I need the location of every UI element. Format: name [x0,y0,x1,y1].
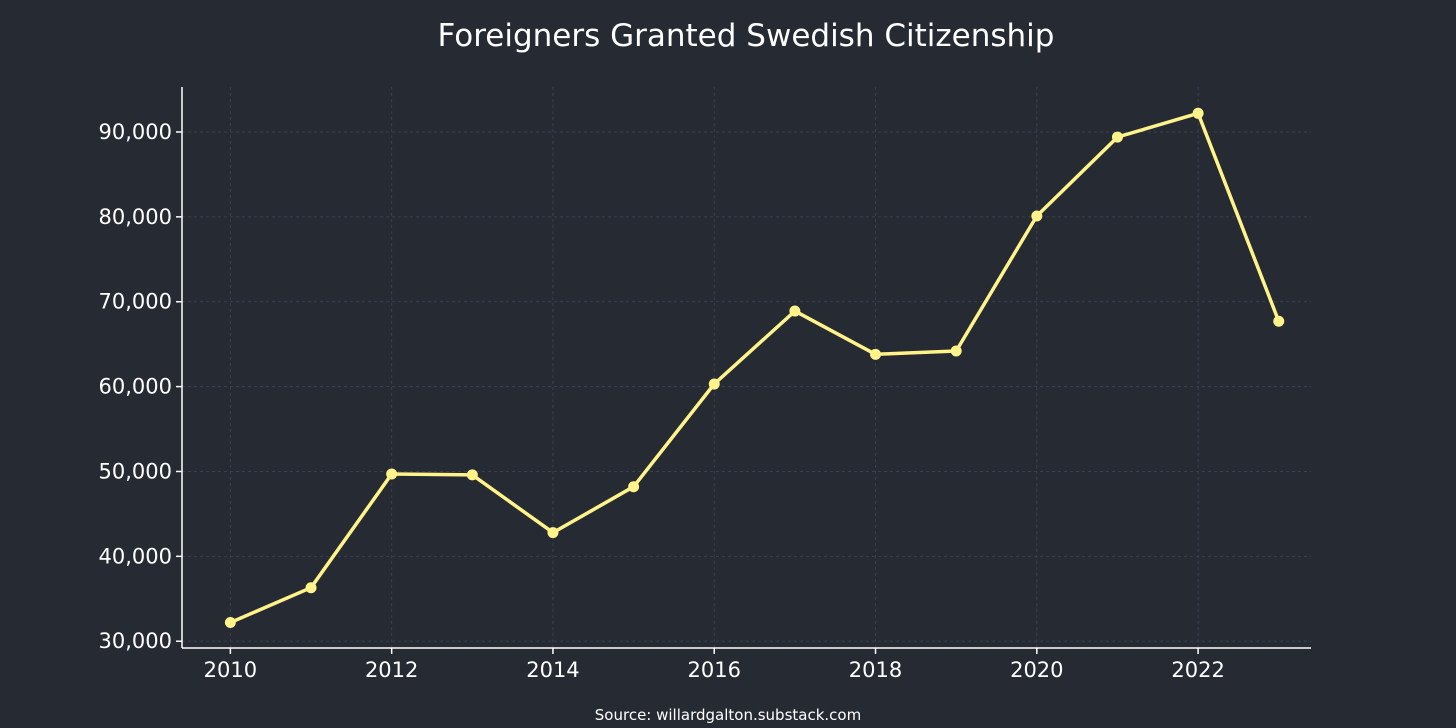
x-tick-label: 2022 [1171,658,1224,682]
y-tick-label: 70,000 [99,290,172,314]
data-point [466,469,478,481]
data-point [1192,107,1204,119]
y-axis-ticks: 30,000 40,000 50,000 60,000 70,000 80,000 90,0… [99,120,182,653]
series [224,107,1285,629]
y-tick-label: 80,000 [99,205,172,229]
x-tick-label: 2012 [365,658,418,682]
data-point [1111,131,1123,143]
data-point [224,617,236,629]
y-tick-label: 90,000 [99,120,172,144]
chart-title: Foreigners Granted Swedish Citizenship [438,18,1055,54]
data-point [870,348,882,360]
y-tick-label: 50,000 [99,459,172,483]
data-point [950,345,962,357]
x-axis-ticks: 2010 2012 2014 2016 2018 2020 2022 [204,648,1225,682]
x-tick-label: 2020 [1010,658,1063,682]
data-point [628,481,640,493]
data-point [305,582,317,594]
series-line [228,111,1281,625]
y-tick-label: 60,000 [99,375,172,399]
data-point [386,468,398,480]
x-tick-label: 2014 [526,658,579,682]
y-tick-label: 40,000 [99,544,172,568]
data-point [708,378,720,390]
x-tick-label: 2018 [849,658,902,682]
data-point [1031,210,1043,222]
y-tick-label: 30,000 [99,629,172,653]
data-point [789,305,801,317]
x-tick-label: 2016 [688,658,741,682]
source-note: Source: willardgalton.substack.com [595,706,861,724]
x-tick-label: 2010 [204,658,257,682]
axes [181,87,1311,649]
data-point [547,527,559,539]
grid [182,87,1311,648]
data-point [1273,315,1285,327]
